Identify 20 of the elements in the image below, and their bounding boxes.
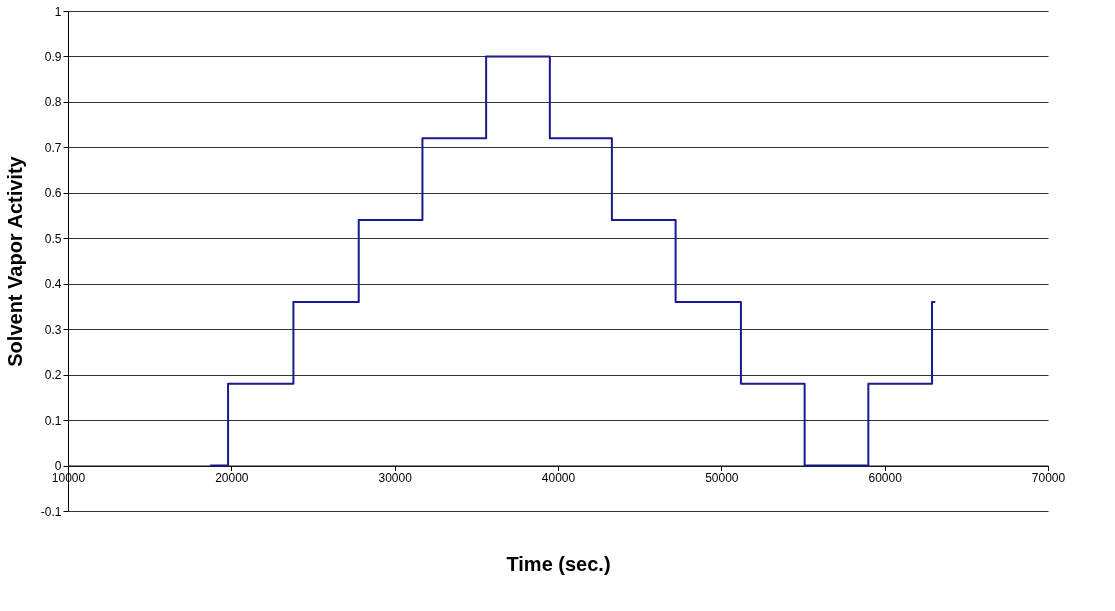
x-tick-label: 30000 xyxy=(378,471,413,486)
y-tick-label: 0 xyxy=(54,459,62,474)
x-axis-title: Time (sec.) xyxy=(506,552,611,575)
y-tick-label: 0.4 xyxy=(44,277,62,292)
y-tick-label: 0.3 xyxy=(44,322,62,337)
x-tick-label: 50000 xyxy=(705,471,739,486)
x-tick-label: 20000 xyxy=(215,471,249,486)
y-tick-label: 0.6 xyxy=(44,186,62,201)
y-tick-label: 0.9 xyxy=(44,49,62,64)
y-tick-label: 0.5 xyxy=(44,231,62,246)
x-tick-label: 70000 xyxy=(1031,471,1066,486)
y-tick-label: 0.8 xyxy=(44,95,62,110)
x-tick-label: 60000 xyxy=(868,471,903,486)
y-tick-label: -0.1 xyxy=(40,504,62,519)
y-axis-title: Solvent Vapor Activity xyxy=(3,155,26,367)
y-tick-label: 0.1 xyxy=(44,413,62,428)
y-tick-label: 1 xyxy=(54,4,62,19)
x-tick-label: 40000 xyxy=(541,471,576,486)
y-tick-label: 0.2 xyxy=(44,368,62,383)
y-tick-label: 0.7 xyxy=(44,140,62,155)
